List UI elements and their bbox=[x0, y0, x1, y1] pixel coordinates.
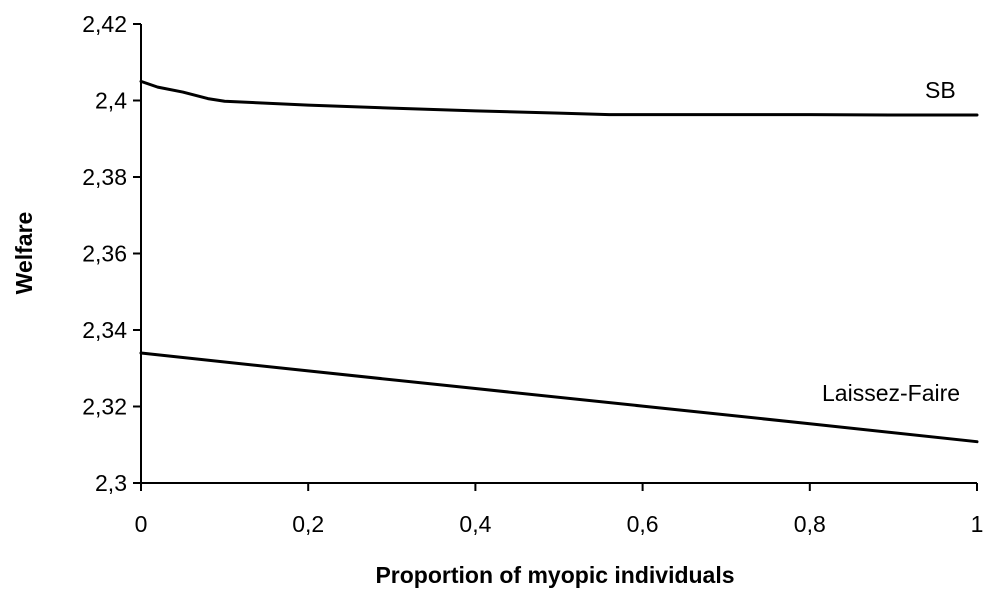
y-axis-title: Welfare bbox=[11, 212, 37, 295]
y-tick-label: 2,3 bbox=[95, 470, 127, 496]
series-label-laissez-faire: Laissez-Faire bbox=[822, 380, 960, 406]
x-tick-label: 0,2 bbox=[292, 511, 324, 537]
y-tick-label: 2,38 bbox=[82, 164, 127, 190]
y-axis-ticks: 2,3 2,32 2,34 2,36 2,38 2,4 2,42 bbox=[82, 11, 141, 496]
x-tick-label: 0,6 bbox=[627, 511, 659, 537]
x-axis-ticks: 0 0,2 0,4 0,6 0,8 1 bbox=[135, 483, 984, 537]
series-line-sb bbox=[139, 79, 979, 117]
x-tick-label: 1 bbox=[971, 511, 984, 537]
y-tick-label: 2,42 bbox=[82, 11, 127, 37]
y-tick-label: 2,32 bbox=[82, 394, 127, 420]
y-tick-label: 2,34 bbox=[82, 317, 127, 343]
x-tick-label: 0,4 bbox=[459, 511, 491, 537]
x-tick-label: 0 bbox=[135, 511, 148, 537]
series-label-sb: SB bbox=[925, 77, 956, 103]
y-tick-label: 2,4 bbox=[95, 88, 127, 114]
x-axis-title: Proportion of myopic individuals bbox=[375, 562, 734, 588]
series-group bbox=[139, 79, 979, 444]
y-tick-label: 2,36 bbox=[82, 241, 127, 267]
x-tick-label: 0,8 bbox=[794, 511, 826, 537]
series-line-laissez-faire bbox=[139, 351, 979, 444]
